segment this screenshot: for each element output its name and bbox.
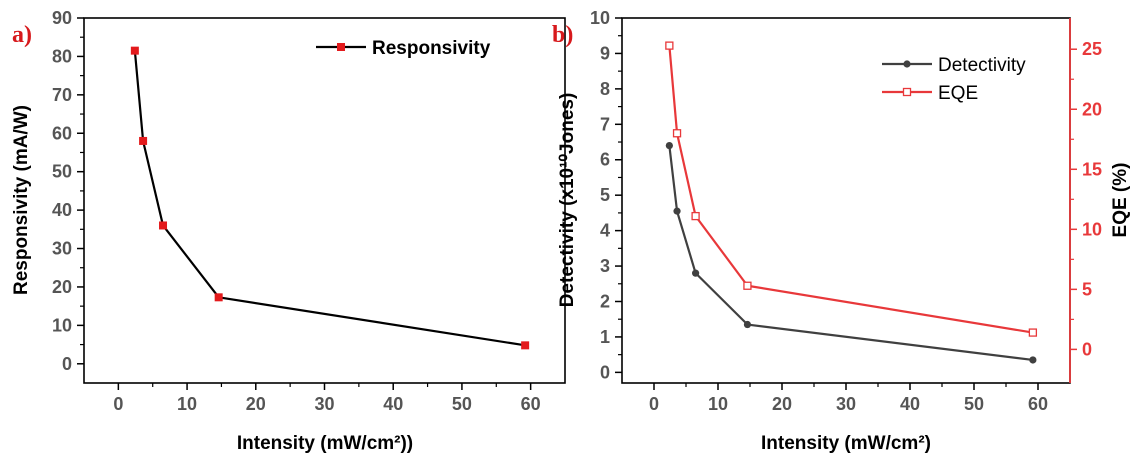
panel-b-label: b) xyxy=(552,22,573,48)
x-tick-label: 10 xyxy=(177,394,197,414)
eqe-point xyxy=(1028,328,1038,337)
responsivity-point xyxy=(521,341,530,350)
eqe-point xyxy=(672,129,682,138)
y-tick-label: 1 xyxy=(600,327,610,347)
y-tick-label: 7 xyxy=(600,114,610,134)
panel-a-legend: Responsivity xyxy=(316,38,491,59)
detectivity-point xyxy=(692,269,700,277)
y-tick-label: 70 xyxy=(52,85,72,105)
panel-a-y-axis: 0 10 20 30 40 50 60 70 80 90 xyxy=(52,8,84,374)
y-tick-label: 5 xyxy=(1082,279,1092,299)
y-tick-label: 3 xyxy=(600,256,610,276)
y-tick-label: 50 xyxy=(52,162,72,182)
x-tick-label: 30 xyxy=(314,394,334,414)
x-tick-label: 60 xyxy=(521,394,541,414)
detectivity-point xyxy=(743,320,752,329)
legend-marker-responsivity xyxy=(337,43,345,51)
x-tick-label: 0 xyxy=(649,394,659,414)
panel-a: a) 0 10 20 30 40 50 60 0 10 20 30 40 50 60 70 80 90 Res… xyxy=(11,8,566,454)
responsivity-point xyxy=(159,221,168,230)
y-tick-label: 5 xyxy=(600,185,610,205)
y-tick-label: 60 xyxy=(52,123,72,143)
x-tick-label: 50 xyxy=(452,394,472,414)
panel-a-y-axis-label: Responsivity (mA/W) xyxy=(11,105,32,295)
panel-a-x-axis: 0 10 20 30 40 50 60 xyxy=(113,383,541,414)
eqe-line xyxy=(668,45,1034,334)
x-tick-label: 30 xyxy=(836,394,856,414)
x-tick-label: 40 xyxy=(383,394,403,414)
panel-a-x-axis-label: Intensity (mW/cm²)) xyxy=(237,433,413,454)
responsivity-point xyxy=(214,293,223,302)
y-tick-label: 4 xyxy=(600,221,610,241)
legend-marker-eqe xyxy=(902,87,912,97)
responsivity-point xyxy=(130,46,139,55)
x-tick-label: 60 xyxy=(1028,394,1048,414)
responsivity-point xyxy=(139,136,148,145)
panel-b-x-axis-label: Intensity (mW/cm²) xyxy=(761,433,931,454)
x-tick-label: 10 xyxy=(708,394,728,414)
y-tick-label: 2 xyxy=(600,291,610,311)
x-tick-label: 20 xyxy=(246,394,266,414)
legend-label-eqe: EQE xyxy=(938,83,978,104)
panel-a-plot-area xyxy=(130,46,530,350)
detectivity-point xyxy=(1029,356,1037,364)
panel-b-x-axis: 0 10 20 30 40 50 60 xyxy=(649,383,1048,414)
y-tick-label: 0 xyxy=(600,362,610,382)
y-tick-label: 8 xyxy=(600,79,610,99)
y-tick-label: 0 xyxy=(1082,339,1092,359)
y-tick-label: 20 xyxy=(52,277,72,297)
panel-b-legend: Detectivity EQE xyxy=(882,55,1026,104)
detectivity-point xyxy=(665,141,673,150)
y-tick-label: 10 xyxy=(590,8,610,28)
y-tick-label: 10 xyxy=(52,315,72,335)
panel-b-y-axis-label: Detectivity (x10¹⁰Jones) xyxy=(557,93,578,308)
responsivity-line xyxy=(133,50,526,347)
eqe-point xyxy=(743,281,752,290)
y-tick-label: 25 xyxy=(1082,39,1102,59)
legend-label-detectivity: Detectivity xyxy=(938,55,1026,76)
x-tick-label: 20 xyxy=(772,394,792,414)
x-tick-label: 0 xyxy=(113,394,123,414)
eqe-point xyxy=(665,41,674,50)
y-tick-label: 30 xyxy=(52,239,72,259)
panel-b-y2-axis-label: EQE (%) xyxy=(1110,163,1131,238)
panel-a-label: a) xyxy=(12,22,32,48)
y-tick-label: 15 xyxy=(1082,159,1102,179)
y-tick-label: 40 xyxy=(52,200,72,220)
panel-b-y2-axis: 0 5 10 15 20 25 xyxy=(1070,39,1102,359)
y-tick-label: 20 xyxy=(1082,99,1102,119)
x-tick-label: 50 xyxy=(964,394,984,414)
panel-b-y-axis: 0 1 2 3 4 5 6 7 8 9 10 xyxy=(590,8,622,382)
y-tick-label: 80 xyxy=(52,46,72,66)
y-tick-label: 0 xyxy=(62,354,72,374)
panel-b: b) 0 10 20 30 40 50 60 0 1 2 3 4 5 6 7 8 9 10 0 5 10 15 20 25… xyxy=(552,8,1131,454)
legend-marker-detectivity xyxy=(903,60,911,68)
detectivity-point xyxy=(673,207,681,215)
y-tick-label: 90 xyxy=(52,8,72,28)
y-tick-label: 6 xyxy=(600,150,610,170)
panel-b-plot-area xyxy=(665,41,1038,364)
legend-label-responsivity: Responsivity xyxy=(372,38,491,59)
y-tick-label: 10 xyxy=(1082,219,1102,239)
eqe-point xyxy=(691,211,700,221)
x-tick-label: 40 xyxy=(900,394,920,414)
y-tick-label: 9 xyxy=(600,43,610,63)
